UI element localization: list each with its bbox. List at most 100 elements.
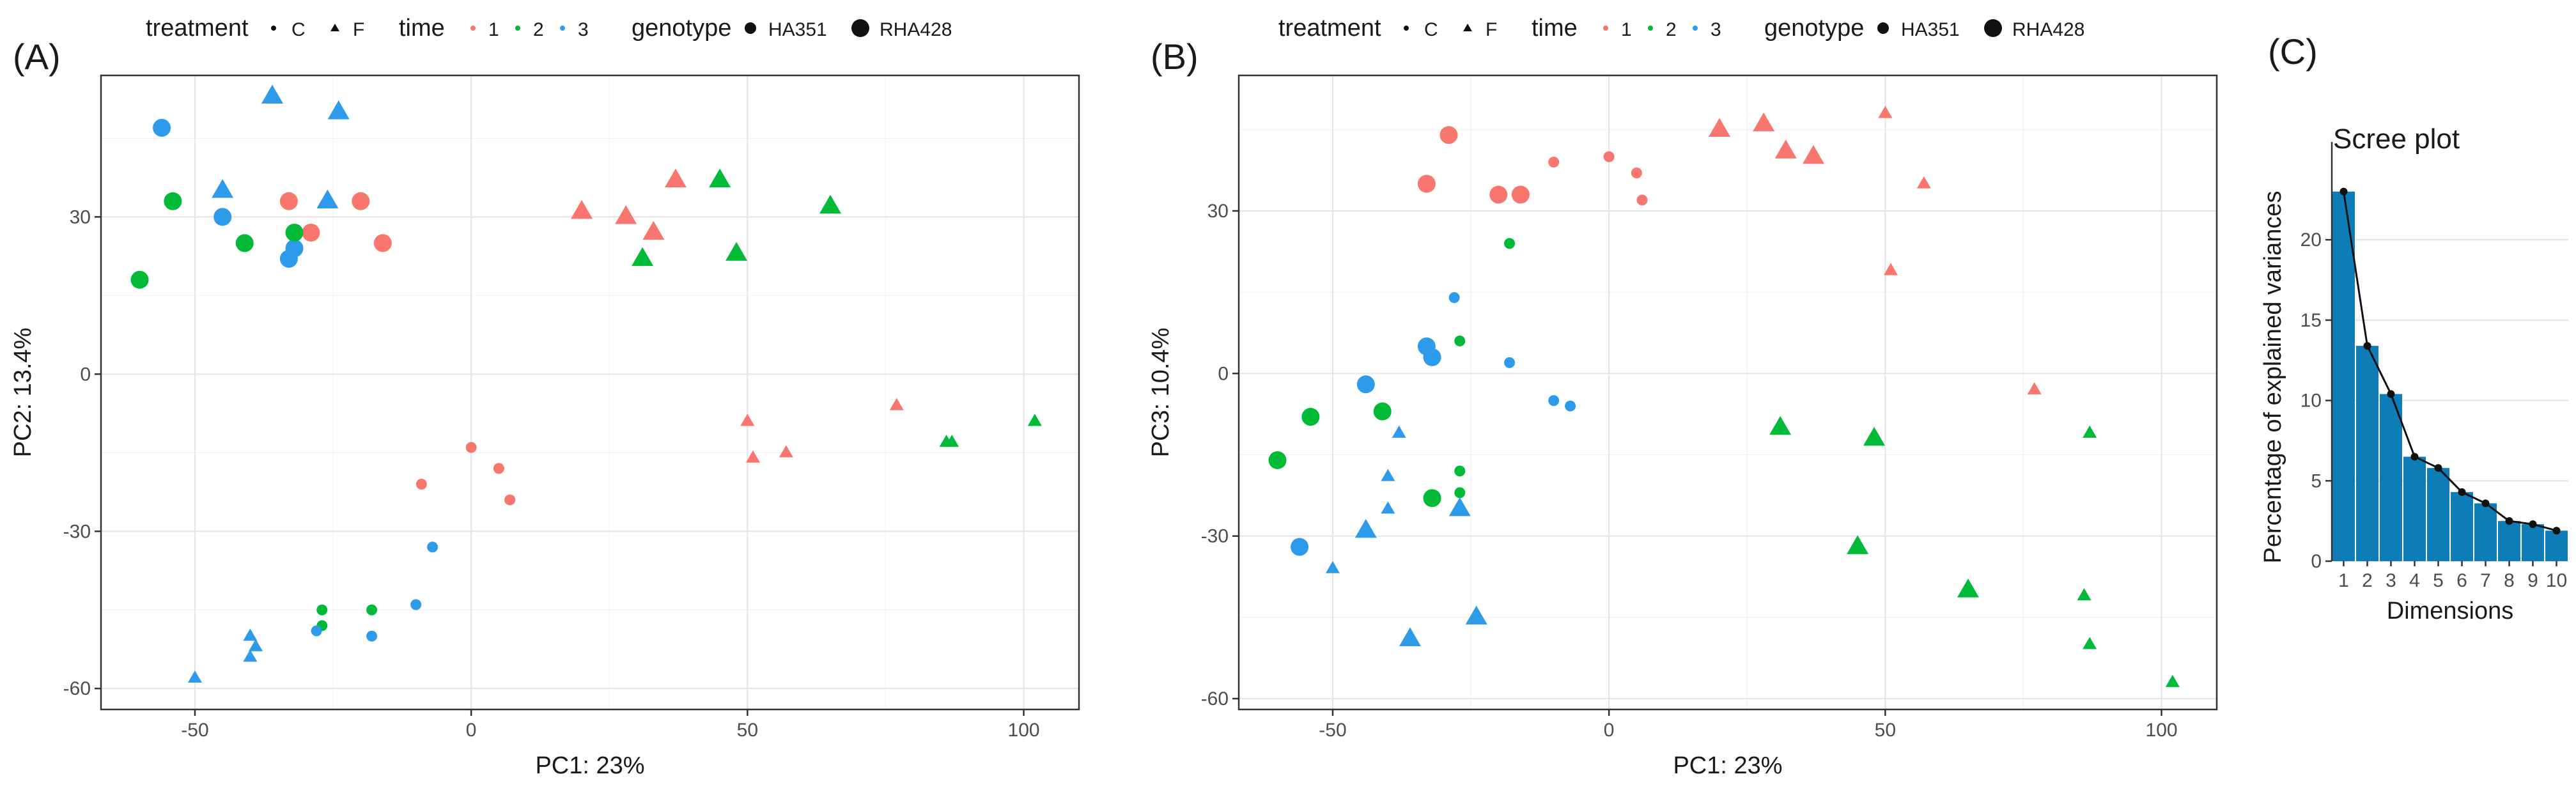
- legend-time-1-key: [470, 26, 476, 31]
- scree-x-tick-label: 5: [2433, 570, 2444, 591]
- data-point-ha351-triangle: [2077, 588, 2091, 601]
- data-point-rha428-circle: [285, 223, 304, 242]
- data-point-ha351-circle: [1548, 157, 1560, 168]
- data-point-rha428-circle: [1356, 375, 1375, 394]
- data-point-ha351-circle: [427, 541, 438, 553]
- data-point-ha351-circle: [1504, 357, 1516, 368]
- y-tick-label: -60: [1201, 688, 1229, 709]
- scree-x-tick-label: 9: [2527, 570, 2538, 591]
- data-point-ha351-triangle: [1381, 469, 1395, 481]
- legend-time-1-key: [1603, 26, 1608, 31]
- data-point-ha351-triangle: [243, 649, 258, 662]
- scree-bar-8: [2498, 521, 2520, 561]
- legend-treatment-c-key: [271, 26, 276, 31]
- data-point-rha428-triangle: [327, 100, 350, 120]
- plot-frame: [1238, 74, 2218, 711]
- x-tick-label: -50: [181, 720, 208, 741]
- scree-point-1: [2339, 187, 2348, 196]
- legend-time-3: 3: [1711, 19, 1721, 40]
- scree-bar-4: [2403, 456, 2426, 561]
- data-point-ha351-triangle: [1392, 425, 1406, 438]
- data-point-rha428-triangle: [571, 199, 593, 219]
- data-point-rha428-circle: [235, 234, 254, 252]
- data-point-rha428-circle: [1511, 185, 1530, 204]
- legend-genotype-ha351: HA351: [768, 19, 827, 40]
- scree-point-5: [2434, 464, 2442, 472]
- scree-x-tick-label: 6: [2456, 570, 2467, 591]
- legend-time-title: time: [1532, 15, 1578, 42]
- data-point-ha351-circle: [410, 599, 422, 610]
- scree-point-7: [2481, 499, 2490, 507]
- legend-time-2: 2: [533, 19, 544, 40]
- data-point-ha351-triangle: [243, 628, 258, 641]
- data-point-rha428-triangle: [261, 84, 283, 104]
- data-point-rha428-circle: [164, 192, 182, 210]
- scree-y-tick-label: 5: [2311, 470, 2322, 492]
- panel-label-c: (C): [2268, 31, 2318, 72]
- data-point-rha428-circle: [285, 239, 304, 258]
- scree-point-4: [2410, 453, 2419, 461]
- scree-line: [2343, 191, 2557, 532]
- x-tick-label: 50: [1875, 720, 1896, 741]
- plot-frame: [100, 74, 1080, 711]
- legend-time-3-key: [560, 26, 565, 31]
- x-axis-title: PC1: 23%: [1673, 752, 1782, 779]
- scree-point-10: [2552, 527, 2561, 535]
- legend-genotype-rha428-key: [1984, 19, 2002, 37]
- data-point-rha428-triangle: [632, 247, 654, 267]
- panel-label-a: (A): [13, 36, 61, 77]
- data-point-ha351-circle: [465, 442, 477, 453]
- y-tick-label: 30: [70, 206, 91, 228]
- data-point-rha428-circle: [1489, 185, 1508, 204]
- legend-time-title: time: [399, 15, 445, 42]
- x-axis-title: PC1: 23%: [535, 752, 644, 779]
- data-point-ha351-circle: [1565, 400, 1576, 412]
- legend-treatment-title: treatment: [1278, 15, 1381, 42]
- legend-genotype-title: genotype: [632, 15, 731, 42]
- scree-bar-6: [2451, 492, 2473, 561]
- data-point-ha351-triangle: [1027, 414, 1042, 426]
- data-point-rha428-circle: [153, 118, 171, 137]
- y-axis-title: PC3: 10.4%: [1147, 328, 1174, 458]
- data-point-ha351-triangle: [779, 445, 793, 458]
- data-point-rha428-triangle: [819, 194, 842, 214]
- legend-treatment-f: F: [1486, 19, 1497, 40]
- data-point-rha428-triangle: [1847, 535, 1869, 554]
- data-point-rha428-triangle: [615, 205, 637, 224]
- x-tick-label: 0: [466, 720, 477, 741]
- data-point-ha351-circle: [1504, 238, 1516, 249]
- data-point-ha351-circle: [366, 604, 378, 616]
- data-point-rha428-triangle: [1957, 578, 1980, 598]
- data-point-rha428-triangle: [1863, 426, 1886, 446]
- data-point-rha428-circle: [1301, 408, 1320, 426]
- data-point-ha351-circle: [415, 478, 427, 490]
- scree-y-tick-label: 20: [2301, 229, 2322, 251]
- legend-time-3-key: [1693, 26, 1698, 31]
- data-point-rha428-circle: [1268, 451, 1287, 469]
- legend-genotype-title: genotype: [1764, 15, 1864, 42]
- data-point-rha428-triangle: [1769, 415, 1792, 435]
- y-axis-title: PC2: 13.4%: [10, 328, 36, 458]
- data-point-rha428-triangle: [1465, 605, 1487, 625]
- y-tick-label: -60: [63, 678, 91, 699]
- legend-treatment-f-key: [330, 24, 339, 31]
- data-point-rha428-circle: [1423, 489, 1441, 507]
- scree-bar-2: [2356, 346, 2378, 561]
- data-point-rha428-circle: [302, 223, 320, 242]
- data-point-rha428-triangle: [1709, 118, 1731, 137]
- data-point-ha351-circle: [1548, 395, 1560, 407]
- data-point-rha428-triangle: [1448, 497, 1471, 516]
- data-point-rha428-triangle: [1399, 627, 1421, 646]
- data-point-ha351-circle: [1454, 487, 1466, 499]
- data-point-rha428-circle: [1291, 538, 1309, 556]
- data-point-ha351-triangle: [1884, 263, 1898, 275]
- scree-y-axis-title: Percentage of explained variances: [2260, 190, 2286, 563]
- scree-x-tick-label: 2: [2362, 570, 2373, 591]
- scree-x-axis-title: Dimensions: [2387, 598, 2514, 624]
- data-point-ha351-triangle: [2083, 637, 2097, 649]
- y-tick-label: -30: [63, 521, 91, 542]
- x-tick-label: 100: [1008, 720, 1040, 741]
- legend-genotype-rha428-key: [851, 19, 869, 37]
- scree-bar-3: [2380, 394, 2402, 561]
- legend-genotype-rha428: RHA428: [880, 19, 952, 40]
